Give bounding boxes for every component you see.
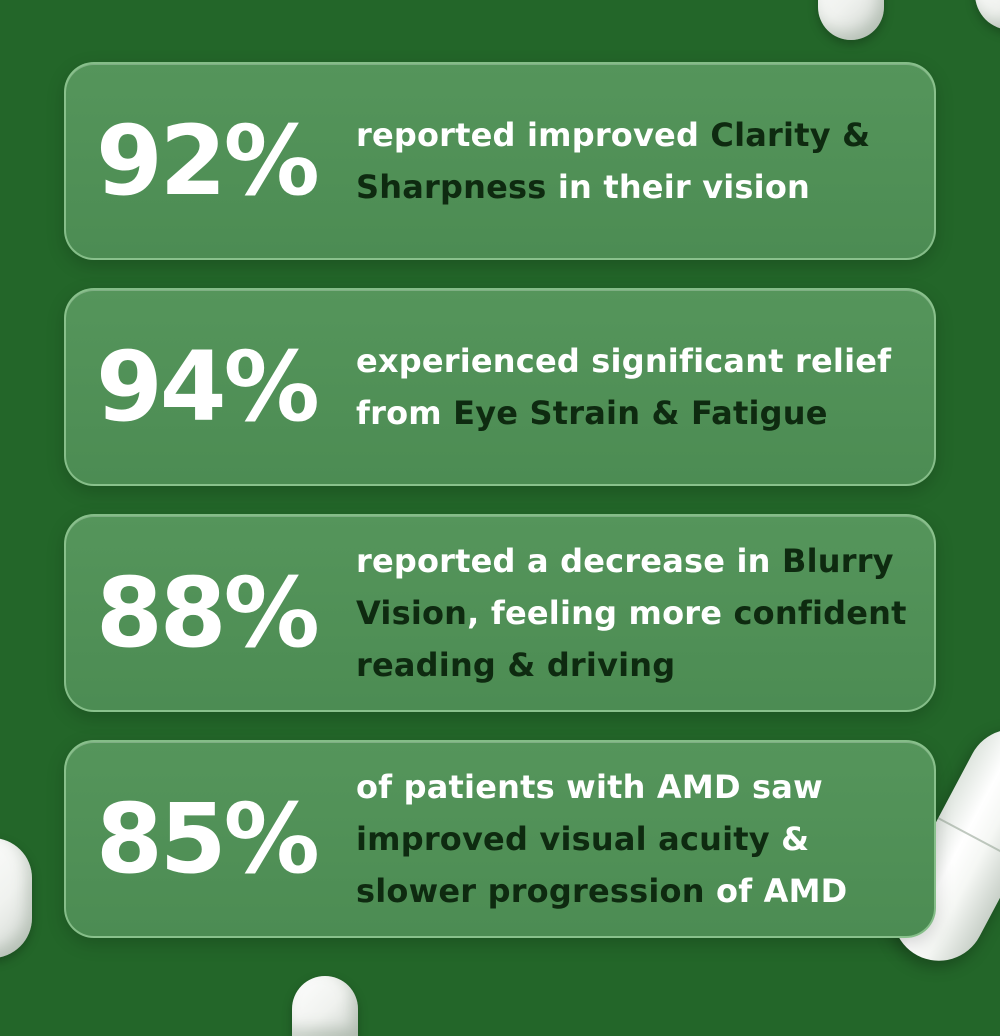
stat-percent: 94% — [96, 331, 320, 443]
capsule-pill-decoration — [818, 0, 884, 40]
stat-percent: 88% — [96, 557, 320, 669]
stat-highlight: improved visual acuity — [356, 820, 770, 858]
stat-text: of AMD — [704, 872, 848, 910]
stat-highlight: Eye Strain & Fatigue — [453, 394, 828, 432]
capsule-pill-decoration — [0, 838, 32, 958]
stat-card-blurry-vision: 88% reported a decrease in Blurry Vision… — [64, 514, 936, 712]
stat-highlight: reading & driving — [356, 646, 676, 684]
stat-highlight: Blurry — [781, 542, 894, 580]
stat-highlight: Sharpness — [356, 168, 547, 206]
stat-text: reported improved — [356, 116, 711, 154]
stat-card-clarity: 92% reported improved Clarity & Sharpnes… — [64, 62, 936, 260]
stat-percent: 85% — [96, 783, 320, 895]
stat-highlight: Clarity & — [710, 116, 871, 154]
stat-percent: 92% — [96, 105, 320, 217]
stat-card-eye-strain: 94% experienced significant relief from … — [64, 288, 936, 486]
stat-description: experienced significant relief from Eye … — [356, 335, 914, 439]
stat-text: reported a decrease in — [356, 542, 782, 580]
stat-text: & — [769, 820, 810, 858]
stat-highlight: confident — [733, 594, 907, 632]
stat-card-amd: 85% of patients with AMD saw improved vi… — [64, 740, 936, 938]
stat-description: reported a decrease in Blurry Vision, fe… — [356, 535, 914, 691]
stat-highlight: Vision — [356, 594, 468, 632]
stat-description: reported improved Clarity & Sharpness in… — [356, 109, 914, 213]
stat-highlight: slower progression — [356, 872, 705, 910]
capsule-pill-decoration — [975, 0, 1000, 30]
stat-text: , feeling more — [467, 594, 734, 632]
stat-text: experienced significant relief — [356, 342, 892, 380]
stat-text: in their vision — [546, 168, 811, 206]
stat-text: of patients with AMD saw — [356, 768, 823, 806]
stat-text: from — [356, 394, 454, 432]
capsule-pill-decoration — [292, 976, 358, 1036]
stat-description: of patients with AMD saw improved visual… — [356, 761, 914, 917]
